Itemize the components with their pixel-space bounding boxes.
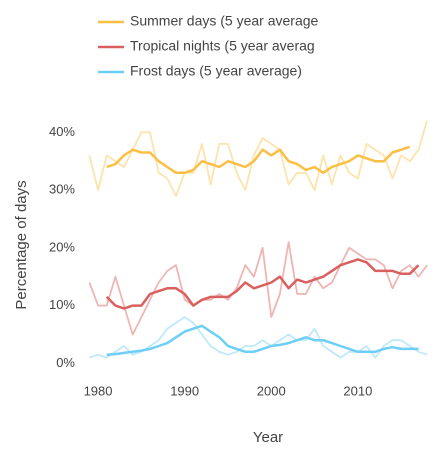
legend-label: Tropical nights (5 year averag — [130, 38, 315, 54]
legend-label: Frost days (5 year average) — [130, 63, 302, 79]
x-axis-title: Year — [253, 429, 283, 446]
average-line — [105, 258, 420, 310]
y-tick-label: 40% — [49, 124, 75, 139]
legend-label: Summer days (5 year average — [130, 13, 319, 29]
annual-line — [88, 120, 428, 197]
x-tick-label: 1990 — [170, 383, 199, 398]
plot-area — [88, 120, 428, 359]
y-tick-label: 0% — [56, 355, 75, 370]
average-line — [106, 324, 419, 356]
x-tick-label: 1980 — [84, 383, 113, 398]
y-tick-label: 30% — [49, 182, 75, 197]
y-axis-title: Percentage of days — [13, 180, 30, 309]
y-tick-label: 20% — [49, 239, 75, 254]
annual-line — [88, 241, 428, 336]
x-tick-label: 2000 — [257, 383, 286, 398]
average-line — [106, 145, 411, 175]
x-tick-label: 2010 — [343, 383, 372, 398]
y-tick-label: 10% — [49, 297, 75, 312]
